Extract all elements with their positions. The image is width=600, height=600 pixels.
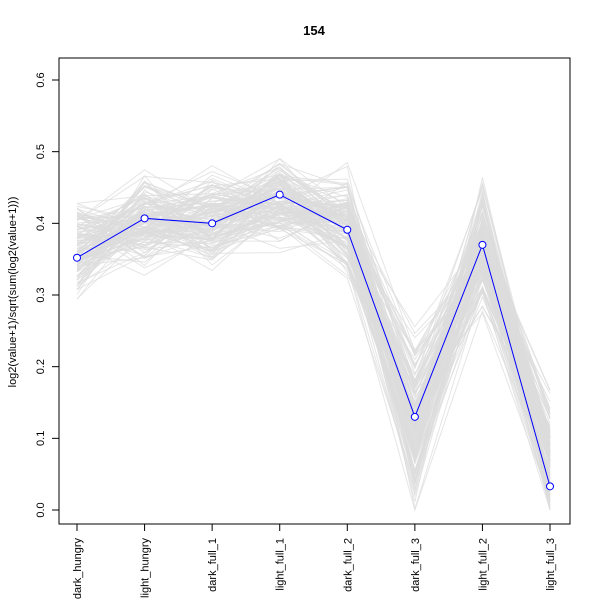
background-line	[76, 185, 551, 456]
x-tick-label: dark_full_3	[410, 538, 422, 592]
background-line	[76, 174, 551, 485]
y-tick-label: 0.5	[35, 144, 47, 159]
background-line	[76, 189, 551, 505]
y-axis: 0.0 0.1 0.2 0.3 0.4 0.5 0.6	[35, 72, 60, 518]
x-tick-label: light_full_3	[545, 538, 557, 591]
x-tick-label: dark_hungry	[72, 538, 84, 600]
background-line	[76, 186, 551, 487]
background-line	[76, 162, 551, 437]
highlight-point	[140, 214, 149, 223]
background-line	[76, 215, 551, 447]
background-line	[76, 188, 551, 483]
y-tick-label: 0.0	[35, 502, 47, 517]
background-line	[76, 173, 551, 470]
background-line	[76, 177, 551, 451]
x-tick-label: light_full_1	[275, 538, 287, 591]
x-tick-label: light_hungry	[140, 538, 152, 598]
highlight-point	[275, 190, 284, 199]
highlight-point	[546, 482, 554, 491]
background-line	[76, 190, 551, 424]
highlight-series	[73, 190, 554, 491]
highlight-point	[410, 412, 419, 421]
y-tick-label: 0.2	[35, 359, 47, 374]
highlight-point	[73, 253, 81, 262]
highlight-line	[76, 194, 551, 487]
background-line	[76, 184, 551, 472]
highlight-point	[208, 219, 217, 228]
background-line	[76, 194, 551, 452]
background-lines	[76, 157, 551, 512]
background-line	[76, 163, 551, 475]
y-tick-label: 0.1	[35, 431, 47, 446]
background-line	[76, 177, 551, 463]
highlight-point	[343, 225, 352, 234]
highlight-point	[478, 240, 487, 249]
x-tick-label: light_full_2	[477, 538, 489, 591]
y-tick-label: 0.4	[35, 216, 47, 231]
chart-title: 154	[303, 23, 325, 38]
background-line	[76, 206, 551, 443]
y-tick-label: 0.6	[35, 72, 47, 87]
x-tick-label: dark_full_1	[207, 538, 219, 592]
x-axis: dark_hungry light_hungry dark_full_1 light_…	[72, 523, 557, 600]
y-tick-label: 0.3	[35, 287, 47, 302]
x-tick-label: dark_full_2	[342, 538, 354, 592]
y-axis-label: log2(value+1)/sqrt(sum(log2(value+1)))	[7, 197, 19, 388]
